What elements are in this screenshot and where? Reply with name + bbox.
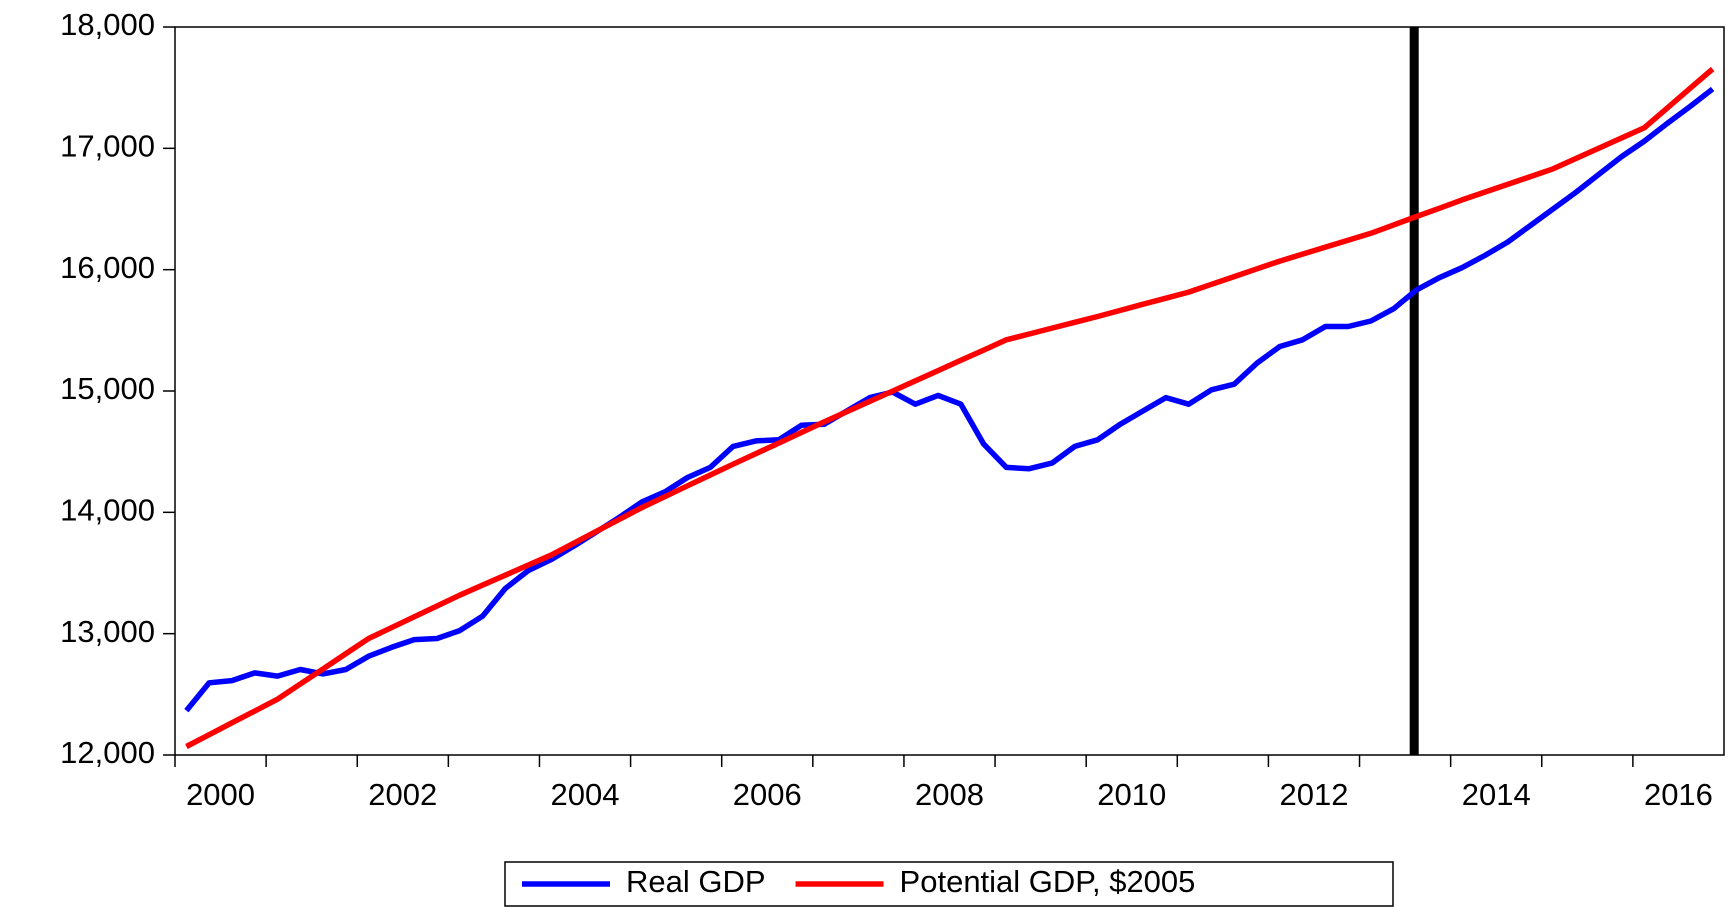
legend-box — [504, 861, 1394, 907]
series-line — [184, 86, 1715, 713]
x-tick-label: 2004 — [551, 777, 620, 812]
y-tick-label: 18,000 — [60, 7, 155, 42]
x-tick-label: 2014 — [1462, 777, 1531, 812]
legend-label: Potential GDP, $2005 — [900, 864, 1196, 899]
y-tick-label: 16,000 — [60, 250, 155, 285]
x-tick-label: 2016 — [1644, 777, 1713, 812]
x-tick-label: 2012 — [1279, 777, 1348, 812]
x-tick-label: 2010 — [1097, 777, 1166, 812]
y-tick-label: 12,000 — [60, 735, 155, 770]
plot-frame — [174, 26, 1725, 756]
y-tick-label: 14,000 — [60, 493, 155, 528]
x-tick-label: 2000 — [186, 777, 255, 812]
x-tick-label: 2008 — [915, 777, 984, 812]
y-tick-label: 15,000 — [60, 371, 155, 406]
legend-label: Real GDP — [626, 864, 766, 899]
y-tick-label: 13,000 — [60, 614, 155, 649]
series-line — [185, 66, 1715, 749]
x-tick-label: 2002 — [368, 777, 437, 812]
y-tick-label: 17,000 — [60, 129, 155, 164]
x-tick-label: 2006 — [733, 777, 802, 812]
